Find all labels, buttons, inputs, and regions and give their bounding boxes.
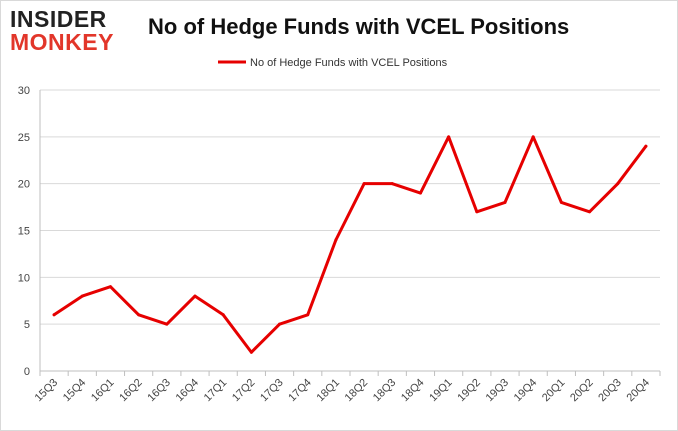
data-point — [531, 135, 535, 139]
data-point — [193, 294, 197, 298]
data-point — [390, 182, 394, 186]
logo-line-monkey: MONKEY — [10, 29, 114, 55]
x-tick-label: 19Q4 — [512, 377, 540, 405]
x-tick-label: 19Q2 — [455, 377, 483, 405]
data-point — [278, 322, 282, 326]
data-point — [362, 182, 366, 186]
data-point — [644, 144, 648, 148]
x-tick-label: 19Q3 — [484, 377, 512, 405]
data-point — [588, 210, 592, 214]
x-tick-label: 15Q4 — [61, 377, 89, 405]
data-point — [418, 191, 422, 195]
x-tick-label: 18Q3 — [371, 377, 399, 405]
insider-monkey-logo: INSIDER MONKEY — [10, 8, 122, 56]
x-tick-label: 16Q3 — [145, 377, 173, 405]
gridlines — [39, 89, 660, 372]
x-tick-label: 19Q1 — [427, 377, 455, 405]
x-tick-label: 16Q1 — [89, 377, 117, 405]
y-tick-label: 5 — [24, 319, 30, 331]
series-line-0 — [52, 135, 648, 354]
data-point — [559, 200, 563, 204]
chart-title: No of Hedge Funds with VCEL Positions — [148, 14, 570, 39]
data-point — [165, 322, 169, 326]
y-tick-label: 15 — [18, 226, 30, 238]
data-point — [306, 313, 310, 317]
x-tick-label: 17Q3 — [258, 377, 286, 405]
data-point — [108, 285, 112, 289]
y-tick-label: 10 — [18, 272, 30, 284]
y-tick-label: 30 — [18, 85, 30, 97]
data-point — [475, 210, 479, 214]
series-layer — [52, 135, 648, 354]
data-point — [503, 200, 507, 204]
data-point — [80, 294, 84, 298]
x-tick-label: 20Q2 — [568, 377, 596, 405]
y-tick-label: 0 — [24, 366, 30, 378]
x-tick-label: 17Q2 — [230, 377, 258, 405]
x-tick-label: 17Q1 — [202, 377, 230, 405]
x-tick-label: 18Q4 — [399, 377, 427, 405]
data-point — [334, 238, 338, 242]
data-point — [52, 313, 56, 317]
y-axis-ticks: 0 5 10 15 20 25 30 — [18, 85, 30, 378]
x-tick-label: 17Q4 — [286, 377, 314, 405]
data-point — [447, 135, 451, 139]
x-tick-label: 18Q2 — [343, 377, 371, 405]
x-tick-label: 16Q2 — [117, 377, 145, 405]
x-tick-label: 20Q1 — [540, 377, 568, 405]
x-tick-label: 16Q4 — [174, 377, 202, 405]
logo-line-insider: INSIDER — [10, 6, 107, 32]
x-tick-label: 18Q1 — [315, 377, 343, 405]
y-tick-label: 20 — [18, 179, 30, 191]
x-axis-ticks: 15Q3 15Q4 16Q1 16Q2 16Q3 16Q4 17Q1 17Q2 17Q3 17Q4… — [33, 371, 661, 405]
x-tick-label: 15Q3 — [33, 377, 61, 405]
data-point — [616, 182, 620, 186]
y-tick-label: 25 — [18, 132, 30, 144]
data-point — [137, 313, 141, 317]
legend: No of Hedge Funds with VCEL Positions — [218, 57, 448, 69]
data-point — [221, 313, 225, 317]
x-tick-label: 20Q3 — [596, 377, 624, 405]
x-tick-label: 20Q4 — [625, 377, 653, 405]
legend-label: No of Hedge Funds with VCEL Positions — [250, 57, 448, 69]
data-point — [249, 350, 253, 354]
